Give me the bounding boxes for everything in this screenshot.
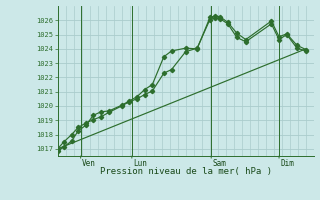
Text: Lun: Lun <box>133 159 147 168</box>
X-axis label: Pression niveau de la mer( hPa ): Pression niveau de la mer( hPa ) <box>100 167 272 176</box>
Text: Dim: Dim <box>280 159 294 168</box>
Text: Ven: Ven <box>82 159 96 168</box>
Text: Sam: Sam <box>212 159 226 168</box>
